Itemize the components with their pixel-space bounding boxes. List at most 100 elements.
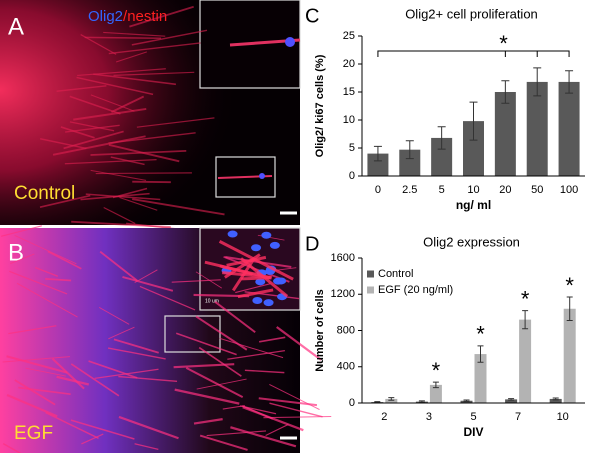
fibre xyxy=(14,234,77,265)
y-tick-label: 1200 xyxy=(331,288,355,300)
error-bar xyxy=(437,126,446,150)
fibre xyxy=(93,73,177,86)
fibre xyxy=(118,415,179,440)
error-bar xyxy=(432,381,439,389)
axes xyxy=(361,258,585,404)
x-tick-label: 100 xyxy=(560,184,578,196)
error-bar xyxy=(501,80,510,104)
fibre xyxy=(113,338,159,354)
condition-label: Control xyxy=(14,183,75,204)
y-tick-label: 25 xyxy=(343,30,355,42)
fibre xyxy=(80,192,150,201)
nucleus xyxy=(252,296,263,304)
fibre xyxy=(175,332,237,356)
fibre xyxy=(56,85,107,92)
error-bar xyxy=(463,399,470,402)
error-bar xyxy=(373,145,382,162)
bar xyxy=(367,153,389,176)
fibre xyxy=(241,276,271,281)
error-bar xyxy=(405,140,414,160)
fibre xyxy=(244,369,285,374)
fibre xyxy=(199,434,248,451)
panel-letter: B xyxy=(8,239,24,266)
fibre xyxy=(230,426,297,448)
nucleus xyxy=(263,299,274,307)
fibre xyxy=(115,51,148,63)
nucleus xyxy=(276,277,287,285)
x-axis-label: ng/ ml xyxy=(456,198,491,212)
fibre xyxy=(2,442,22,453)
fibre xyxy=(8,325,57,335)
legend-label: Control xyxy=(378,268,413,280)
fibre xyxy=(47,250,82,270)
nucleus xyxy=(259,173,265,179)
fibre xyxy=(64,159,157,165)
fibre xyxy=(99,250,138,282)
fibre xyxy=(103,206,136,225)
x-tick-label: 2.5 xyxy=(402,184,417,196)
fibre xyxy=(118,375,178,383)
bar xyxy=(526,81,548,176)
micrograph-control: A Olig2/nestin Control xyxy=(0,0,301,235)
fibre xyxy=(70,419,135,440)
fibre xyxy=(40,138,87,150)
y-axis-label: Olig2/ ki67 cells (%) xyxy=(314,54,326,157)
fibre xyxy=(113,71,195,76)
error-bar xyxy=(552,397,559,401)
y-tick-label: 5 xyxy=(349,142,355,154)
fibre xyxy=(45,277,72,282)
error-bar xyxy=(566,296,573,322)
y-tick-label: 10 xyxy=(343,114,355,126)
fibre xyxy=(2,356,70,363)
fibre xyxy=(70,363,120,397)
bar xyxy=(431,137,453,176)
fibre xyxy=(237,288,274,299)
x-tick-label: 20 xyxy=(499,184,511,196)
fibre xyxy=(6,355,68,374)
fibre xyxy=(107,347,166,360)
significance-marker: * xyxy=(476,322,485,347)
error-bar xyxy=(533,67,542,97)
x-tick-label: 10 xyxy=(557,411,569,423)
condition-label: EGF xyxy=(14,423,53,444)
fibre xyxy=(73,108,147,121)
fibre xyxy=(56,375,90,386)
chart-title: Olig2+ cell proliferation xyxy=(405,6,538,21)
bar xyxy=(399,149,421,176)
x-tick-label: 7 xyxy=(515,411,521,423)
fibre xyxy=(60,126,95,139)
fibre xyxy=(84,36,162,40)
x-tick-label: 5 xyxy=(470,411,476,423)
x-tick-label: 10 xyxy=(467,184,479,196)
fibre xyxy=(52,135,146,156)
fibre xyxy=(88,360,138,379)
fibre xyxy=(81,433,104,445)
fibre xyxy=(131,29,208,46)
fibre xyxy=(269,383,320,411)
fibre xyxy=(110,95,145,113)
fibre xyxy=(227,349,285,360)
legend-label: EGF (20 ng/ml) xyxy=(378,284,453,296)
nucleus xyxy=(261,231,272,239)
legend-swatch xyxy=(367,270,374,278)
fibre xyxy=(269,402,323,418)
significance-marker: * xyxy=(432,358,441,383)
fibre xyxy=(108,326,135,340)
fibre xyxy=(222,405,246,410)
x-tick-label: 5 xyxy=(439,184,445,196)
error-bar xyxy=(477,345,484,363)
fibre xyxy=(85,193,161,201)
fibre xyxy=(39,194,91,209)
fibre xyxy=(276,326,322,361)
fibre xyxy=(132,198,225,216)
axes xyxy=(361,36,585,177)
x-tick-label: 50 xyxy=(531,184,543,196)
y-tick-label: 0 xyxy=(349,170,355,182)
x-tick-label: 3 xyxy=(426,411,432,423)
fibre xyxy=(69,121,115,132)
fibre xyxy=(206,430,267,437)
stain-label: Olig2/nestin xyxy=(88,8,167,25)
nucleus xyxy=(269,241,280,249)
fibre xyxy=(259,336,286,343)
